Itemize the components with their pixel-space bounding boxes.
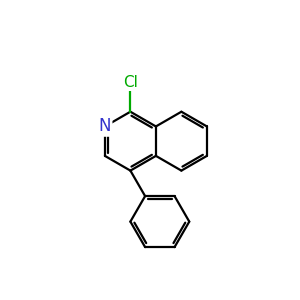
Text: N: N	[99, 117, 111, 135]
Text: Cl: Cl	[123, 75, 138, 90]
